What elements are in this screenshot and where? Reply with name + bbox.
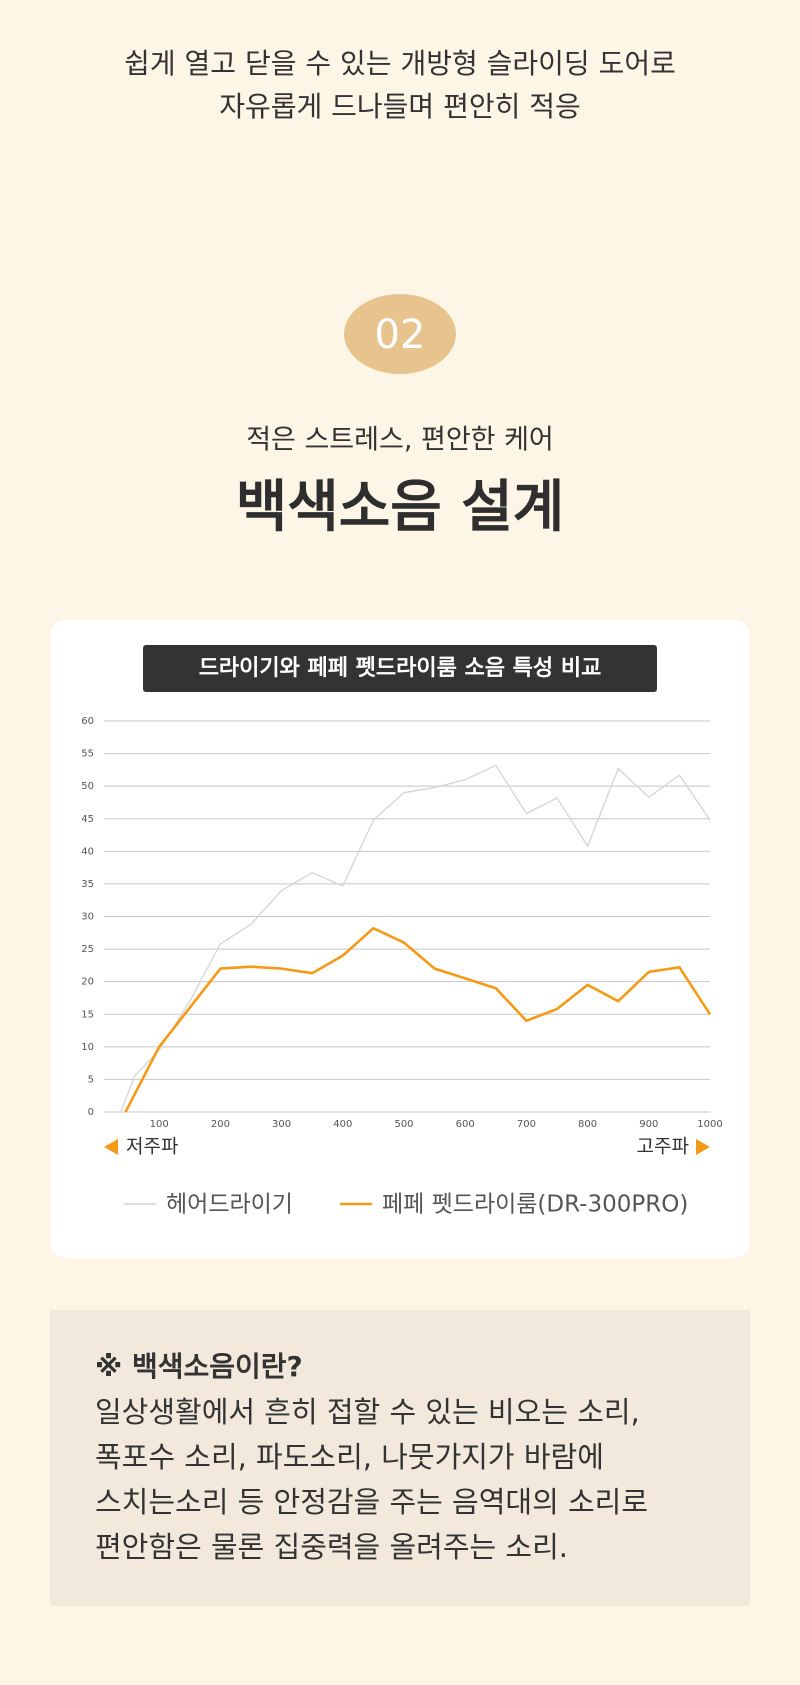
info-box [50,1310,750,1606]
y-tick-label: 55 [81,749,94,760]
y-tick-label: 50 [81,781,94,792]
subtitle: 적은 스트레스, 편안한 케어 [246,425,554,456]
y-tick-label: 15 [81,1009,94,1020]
chart-title-box [143,645,657,692]
high-arrow [696,1139,710,1155]
header-line: 쉽게 열고 닫을 수 있는 개방형 슬라이딩 도어로 [124,47,676,80]
legend-label: 페페 펫드라이룸(DR-300PRO) [382,1192,688,1218]
badge [344,294,456,374]
x-tick-label: 200 [211,1119,230,1130]
x-tick-label: 900 [639,1119,658,1130]
x-tick-label: 300 [272,1119,291,1130]
info-line: 폭포수 소리, 파도소리, 나뭇가지가 바람에 [95,1440,604,1474]
x-tick-label: 600 [456,1119,475,1130]
x-tick-label: 800 [578,1119,597,1130]
x-tick-label: 700 [517,1119,536,1130]
badge-number: 02 [375,312,426,358]
y-tick-label: 30 [81,912,94,923]
info-line: 스치는소리 등 안정감을 주는 음역대의 소리로 [95,1485,648,1519]
y-tick-label: 35 [81,879,94,890]
y-tick-label: 0 [88,1107,94,1118]
low-arrow [104,1139,118,1155]
x-tick-label: 100 [150,1119,169,1130]
chart-card [50,620,750,1258]
info-title: ※ 백색소음이란? [95,1350,303,1383]
x-tick-label: 1000 [697,1119,722,1130]
y-tick-label: 60 [81,716,94,727]
low-label: 저주파 [126,1136,178,1158]
high-label: 고주파 [637,1136,689,1158]
x-tick-label: 500 [394,1119,413,1130]
y-tick-label: 40 [81,846,94,857]
series-line [119,764,711,1113]
info-line: 편안함은 물론 집중력을 올려주는 소리. [95,1530,568,1564]
x-tick-label: 400 [333,1119,352,1130]
y-tick-label: 25 [81,944,94,955]
chart-title: 드라이기와 페페 펫드라이룸 소음 특성 비교 [199,656,602,681]
series-line [124,926,712,1113]
header-line: 자유롭게 드나들며 편안히 적응 [219,90,581,123]
info-line: 일상생활에서 흔히 접할 수 있는 비오는 소리, [95,1395,640,1429]
y-tick-label: 20 [81,977,94,988]
y-tick-label: 10 [81,1042,94,1053]
y-tick-label: 45 [81,814,94,825]
heading: 백색소음 설계 [236,475,565,540]
legend-label: 헤어드라이기 [166,1192,293,1218]
y-tick-label: 5 [88,1074,94,1085]
